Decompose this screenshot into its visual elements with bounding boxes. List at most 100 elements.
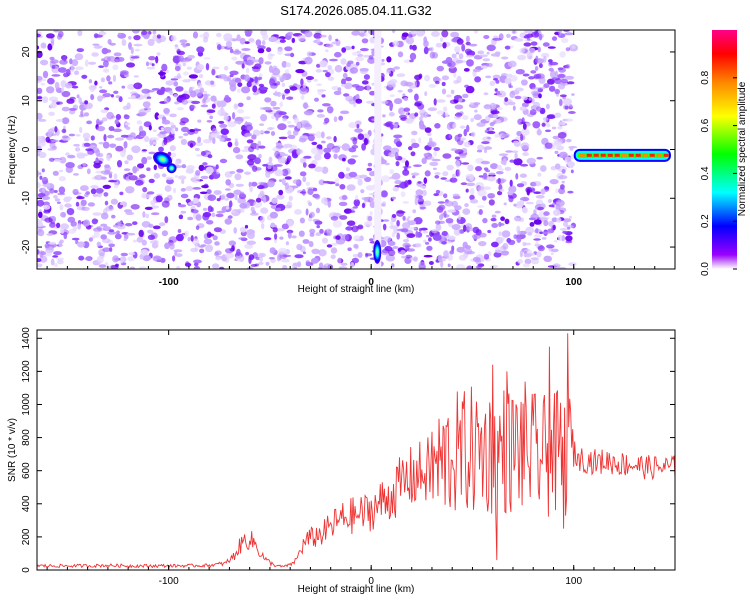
- speckle-cell: [525, 226, 535, 234]
- speckle-cell: [315, 232, 322, 237]
- speckle-cell: [392, 40, 400, 47]
- speckle-cell: [234, 173, 242, 181]
- speckle-cell: [407, 216, 411, 219]
- speckle-cell: [348, 147, 357, 153]
- speckle-cell: [217, 108, 226, 117]
- speckle-cell: [116, 223, 126, 230]
- speckle-cell: [90, 135, 95, 141]
- low-blob-at-3-km: [373, 239, 382, 264]
- speckle-cell: [433, 150, 438, 157]
- speckle-cell: [558, 98, 563, 107]
- speckle-cell: [311, 248, 320, 255]
- speckle-cell: [513, 234, 518, 240]
- speckle-cell: [108, 180, 117, 183]
- speckle-cell: [385, 254, 395, 262]
- speckle-cell: [526, 188, 530, 196]
- speckle-cell: [498, 231, 502, 236]
- speckle-cell: [448, 62, 452, 67]
- speckle-cell: [463, 224, 467, 232]
- speckle-cell: [327, 200, 331, 208]
- speckle-cell: [420, 227, 428, 231]
- speckle-cell: [332, 220, 342, 228]
- speckle-cell: [411, 44, 417, 51]
- speckle-cell: [524, 253, 532, 258]
- speckle-cell: [287, 130, 292, 136]
- speckle-cell: [512, 105, 516, 111]
- speckle-cell: [400, 228, 409, 233]
- speckle-cell: [326, 244, 333, 248]
- speckle-cell: [302, 251, 306, 255]
- speckle-cell: [258, 153, 262, 159]
- speckle-cell: [228, 240, 236, 246]
- speckle-cell: [498, 116, 508, 122]
- speckle-cell: [519, 47, 525, 54]
- speckle-cell: [513, 203, 517, 207]
- speckle-cell: [210, 95, 217, 102]
- colorbar-tick-label: 0.4: [700, 166, 711, 180]
- speckle-cell: [513, 158, 523, 166]
- speckle-cell: [232, 112, 236, 120]
- speckle-cell: [292, 179, 300, 184]
- speckle-cell: [37, 249, 40, 255]
- speckle-cell: [469, 102, 475, 106]
- speckle-cell: [327, 65, 333, 70]
- speckle-cell: [119, 191, 124, 196]
- speckle-cell: [120, 70, 129, 76]
- speckle-cell: [466, 265, 473, 269]
- speckle-cell: [423, 111, 429, 118]
- speckle-cell: [191, 86, 195, 90]
- speckle-cell: [67, 154, 76, 159]
- speckle-cell: [492, 37, 502, 41]
- speckle-cell: [265, 261, 270, 266]
- speckle-cell: [93, 227, 102, 233]
- speckle-cell: [42, 187, 46, 194]
- speckle-cell: [83, 142, 91, 147]
- speckle-cell: [145, 213, 149, 219]
- speckle-cell: [187, 55, 196, 59]
- carrier-core: [635, 153, 641, 157]
- speckle-cell: [502, 158, 507, 166]
- speckle-cell: [199, 191, 208, 195]
- speckle-cell: [388, 152, 396, 158]
- speckle-cell: [493, 251, 502, 258]
- speckle-cell: [53, 190, 58, 193]
- speckle-cell: [325, 49, 329, 53]
- speckle-cell: [382, 114, 386, 118]
- speckle-cell: [49, 56, 55, 61]
- speckle-cell: [213, 190, 222, 195]
- speckle-cell: [284, 176, 292, 180]
- speckle-cell: [357, 224, 364, 230]
- speckle-cell: [355, 93, 360, 101]
- speckle-cell: [277, 123, 287, 131]
- speckle-cell: [316, 83, 322, 86]
- speckle-cell: [243, 133, 249, 138]
- speckle-cell: [151, 88, 161, 91]
- speckle-cell: [402, 93, 406, 97]
- speckle-cell: [183, 133, 189, 136]
- speckle-cell: [43, 210, 51, 214]
- speckle-cell: [37, 258, 42, 263]
- speckle-cell: [220, 193, 227, 201]
- speckle-cell: [278, 252, 285, 255]
- speckle-cell: [485, 75, 492, 79]
- speckle-cell: [478, 175, 484, 178]
- speckle-cell: [244, 41, 250, 44]
- speckle-cell: [277, 48, 283, 56]
- speckle-cell: [540, 188, 546, 195]
- heatmap-x-tick-label: 0: [368, 277, 374, 288]
- speckle-cell: [112, 64, 119, 71]
- speckle-cell: [403, 107, 411, 112]
- speckle-cell: [552, 224, 556, 231]
- speckle-cell: [411, 142, 420, 149]
- speckle-cell: [37, 112, 43, 120]
- speckle-cell: [340, 110, 350, 115]
- speckle-cell: [490, 217, 497, 222]
- speckle-cell: [42, 96, 49, 104]
- speckle-cell: [211, 68, 216, 76]
- speckle-cell: [406, 248, 415, 252]
- speckle-cell: [37, 45, 40, 50]
- speckle-cell: [127, 137, 133, 141]
- speckle-cell: [41, 168, 45, 173]
- speckle-cell: [539, 33, 543, 41]
- speckle-cell: [308, 241, 314, 248]
